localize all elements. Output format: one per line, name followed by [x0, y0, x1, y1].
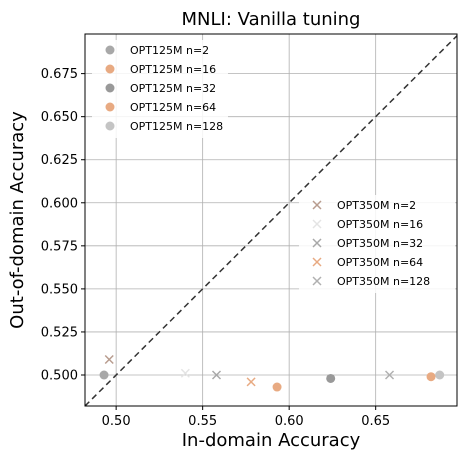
- legends: OPT125M n=2 OPT125M n=16 OPT125M n=32 OPT12…: [92, 40, 455, 293]
- y-tick-label: 0.650: [41, 110, 78, 125]
- y-tick-label: 0.575: [41, 239, 78, 254]
- data-point: [326, 373, 336, 383]
- legend-label: OPT125M n=32: [130, 82, 216, 95]
- y-tick-label: 0.675: [41, 67, 78, 82]
- x-axis-ticks: 0.50 0.55 0.60 0.65: [102, 406, 390, 429]
- legend-marker: [105, 64, 115, 74]
- legend-label: OPT125M n=2: [130, 44, 209, 57]
- y-axis-ticks: 0.500 0.525 0.550 0.575 0.600 0.625 0.650 0.675: [41, 67, 85, 384]
- data-point: [435, 370, 445, 380]
- data-point: [211, 370, 222, 380]
- legend-marker: [312, 238, 322, 248]
- legend-label: OPT125M n=16: [130, 63, 216, 76]
- legend-marker: [105, 45, 115, 55]
- legend-marker: [312, 200, 322, 210]
- data-point: [180, 368, 190, 378]
- x-axis-label: In-domain Accuracy: [182, 430, 361, 451]
- data-point: [99, 370, 109, 380]
- y-tick-label: 0.500: [41, 369, 78, 384]
- legend-marker: [105, 121, 115, 131]
- legend-center-right: OPT350M n=2 OPT350M n=16 OPT350M n=32 OPT35…: [299, 195, 455, 293]
- x-tick-label: 0.65: [361, 414, 390, 429]
- data-point: [384, 370, 395, 380]
- x-tick-label: 0.55: [188, 414, 217, 429]
- y-tick-label: 0.600: [41, 196, 78, 211]
- data-point: [272, 382, 282, 392]
- legend-marker: [312, 257, 322, 267]
- y-tick-label: 0.625: [41, 153, 78, 168]
- legend-box: [299, 195, 455, 293]
- data-point: [426, 372, 436, 382]
- y-tick-label: 0.550: [41, 282, 78, 297]
- legend-box: [92, 40, 228, 138]
- legend-marker: [312, 276, 322, 286]
- data-points: [99, 354, 445, 392]
- x-tick-label: 0.50: [102, 414, 131, 429]
- y-tick-label: 0.525: [41, 325, 78, 340]
- legend-label: OPT350M n=16: [337, 218, 423, 231]
- legend-label: OPT350M n=32: [337, 237, 423, 250]
- legend-top-left: OPT125M n=2 OPT125M n=16 OPT125M n=32 OPT12…: [92, 40, 228, 138]
- legend-label: OPT125M n=64: [130, 101, 216, 114]
- legend-marker: [312, 219, 322, 229]
- legend-label: OPT350M n=2: [337, 199, 416, 212]
- chart-title: MNLI: Vanilla tuning: [182, 9, 361, 30]
- data-point: [246, 377, 256, 387]
- data-point: [104, 354, 114, 365]
- y-axis-label: Out-of-domain Accuracy: [7, 111, 28, 329]
- x-tick-label: 0.60: [275, 414, 304, 429]
- legend-label: OPT350M n=64: [337, 256, 423, 269]
- legend-label: OPT350M n=128: [337, 275, 430, 288]
- diagonal-reference-line: [84, 35, 458, 407]
- legend-label: OPT125M n=128: [130, 120, 223, 133]
- legend-marker: [105, 102, 115, 112]
- legend-marker: [105, 83, 115, 93]
- plot-area-frame: [84, 33, 458, 407]
